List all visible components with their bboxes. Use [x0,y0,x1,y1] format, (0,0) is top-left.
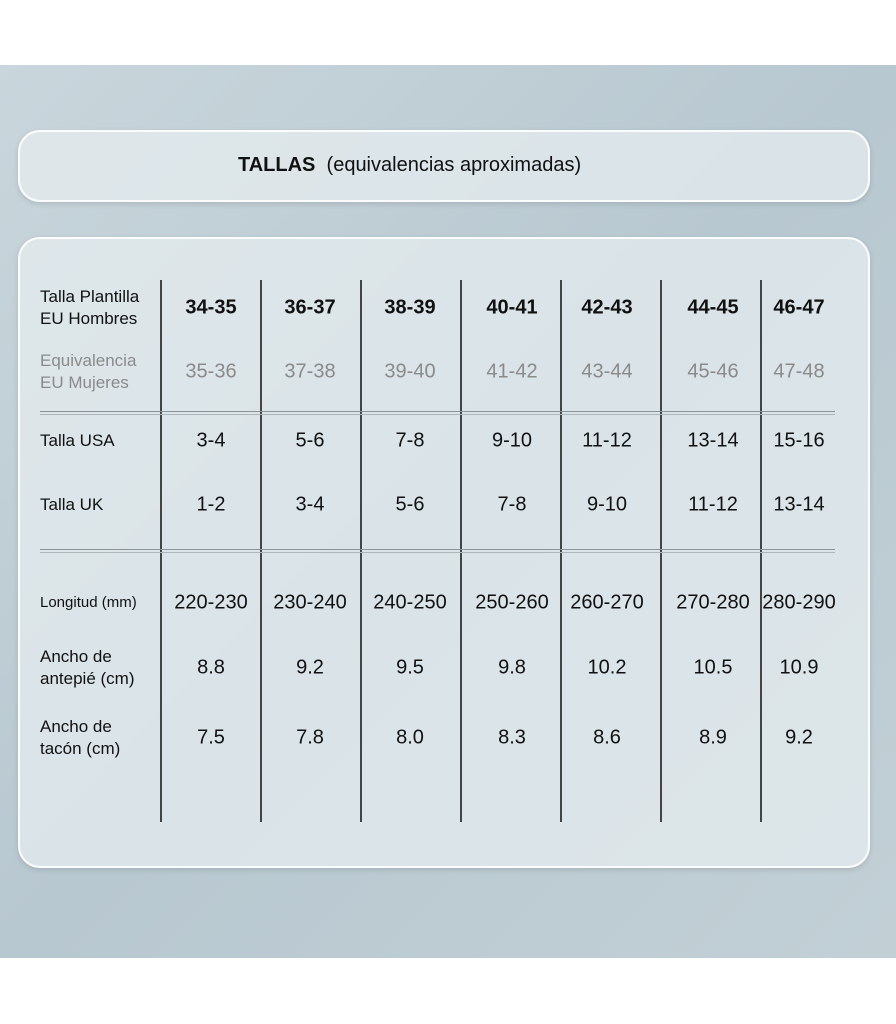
cell: 240-250 [373,591,447,614]
row-divider [40,549,835,550]
cell: 11-12 [582,429,632,452]
row-label: Talla USA [40,430,115,452]
row-divider [40,411,835,412]
title: TALLAS [238,154,316,176]
cell: 10.9 [779,656,819,679]
cell: 44-45 [687,296,739,319]
row-label: Talla UK [40,494,103,516]
title-card: TALLAS (equivalencias aproximadas) [18,130,870,202]
cell: 9.8 [498,656,526,679]
cell: 8.3 [498,726,526,749]
column-divider [260,280,262,822]
column-divider [560,280,562,822]
cell: 260-270 [570,591,644,614]
cell: 230-240 [273,591,347,614]
cell: 41-42 [486,360,538,383]
cell: 34-35 [185,296,237,319]
cell: 47-48 [773,360,825,383]
row-label-line: antepié (cm) [40,669,135,688]
cell: 8.8 [197,656,225,679]
cell: 3-4 [295,493,325,516]
column-divider [760,280,762,822]
cell: 35-36 [185,360,237,383]
cell: 8.9 [699,726,727,749]
row-label: Equivalencia EU Mujeres [40,350,136,394]
cell: 13-14 [687,429,739,452]
cell: 7-8 [497,493,527,516]
cell: 45-46 [687,360,739,383]
cell: 36-37 [284,296,336,319]
cell: 13-14 [773,493,825,516]
cell: 15-16 [773,429,825,452]
cell: 10.2 [587,656,627,679]
column-divider [660,280,662,822]
cell: 9-10 [586,493,628,516]
row-label-line: tacón (cm) [40,739,121,758]
subtitle: (equivalencias aproximadas) [326,154,582,176]
column-divider [160,280,162,822]
cell: 5-6 [395,493,425,516]
title-line: TALLAS (equivalencias aproximadas) [238,154,581,177]
row-label-line: Talla USA [40,431,115,450]
column-divider [460,280,462,822]
cell: 1-2 [196,493,226,516]
cell: 270-280 [676,591,750,614]
cell: 3-4 [196,429,226,452]
cell: 9.5 [396,656,424,679]
row-label-line: Equivalencia [40,351,137,370]
row-label: Ancho de antepié (cm) [40,646,134,690]
row-label-line: EU Mujeres [40,373,129,392]
cell: 11-12 [688,493,738,516]
cell: 9-10 [491,429,533,452]
column-divider [360,280,362,822]
cell: 38-39 [384,296,436,319]
cell: 7.8 [296,726,324,749]
table-card [18,237,870,868]
row-label-line: Ancho de [40,647,112,666]
cell: 39-40 [384,360,436,383]
cell: 220-230 [174,591,248,614]
cell: 5-6 [295,429,325,452]
cell: 37-38 [284,360,336,383]
cell: 42-43 [581,296,633,319]
row-label-line: Talla Plantilla [40,287,140,306]
row-label-line: Talla UK [40,495,104,514]
row-label: Talla Plantilla EU Hombres [40,286,139,330]
row-label-line: EU Hombres [40,309,138,328]
row-label: Ancho de tacón (cm) [40,716,120,760]
cell: 46-47 [773,296,825,319]
cell: 9.2 [296,656,324,679]
cell: 10.5 [693,656,733,679]
row-label: Longitud (mm) [40,592,137,614]
cell: 8.0 [396,726,424,749]
cell: 280-290 [762,591,836,614]
row-label-line: Longitud (mm) [40,594,137,611]
cell: 250-260 [475,591,549,614]
row-label-line: Ancho de [40,717,112,736]
cell: 7-8 [395,429,425,452]
cell: 40-41 [486,296,538,319]
cell: 43-44 [581,360,633,383]
cell: 8.6 [593,726,621,749]
cell: 9.2 [785,726,813,749]
cell: 7.5 [197,726,225,749]
